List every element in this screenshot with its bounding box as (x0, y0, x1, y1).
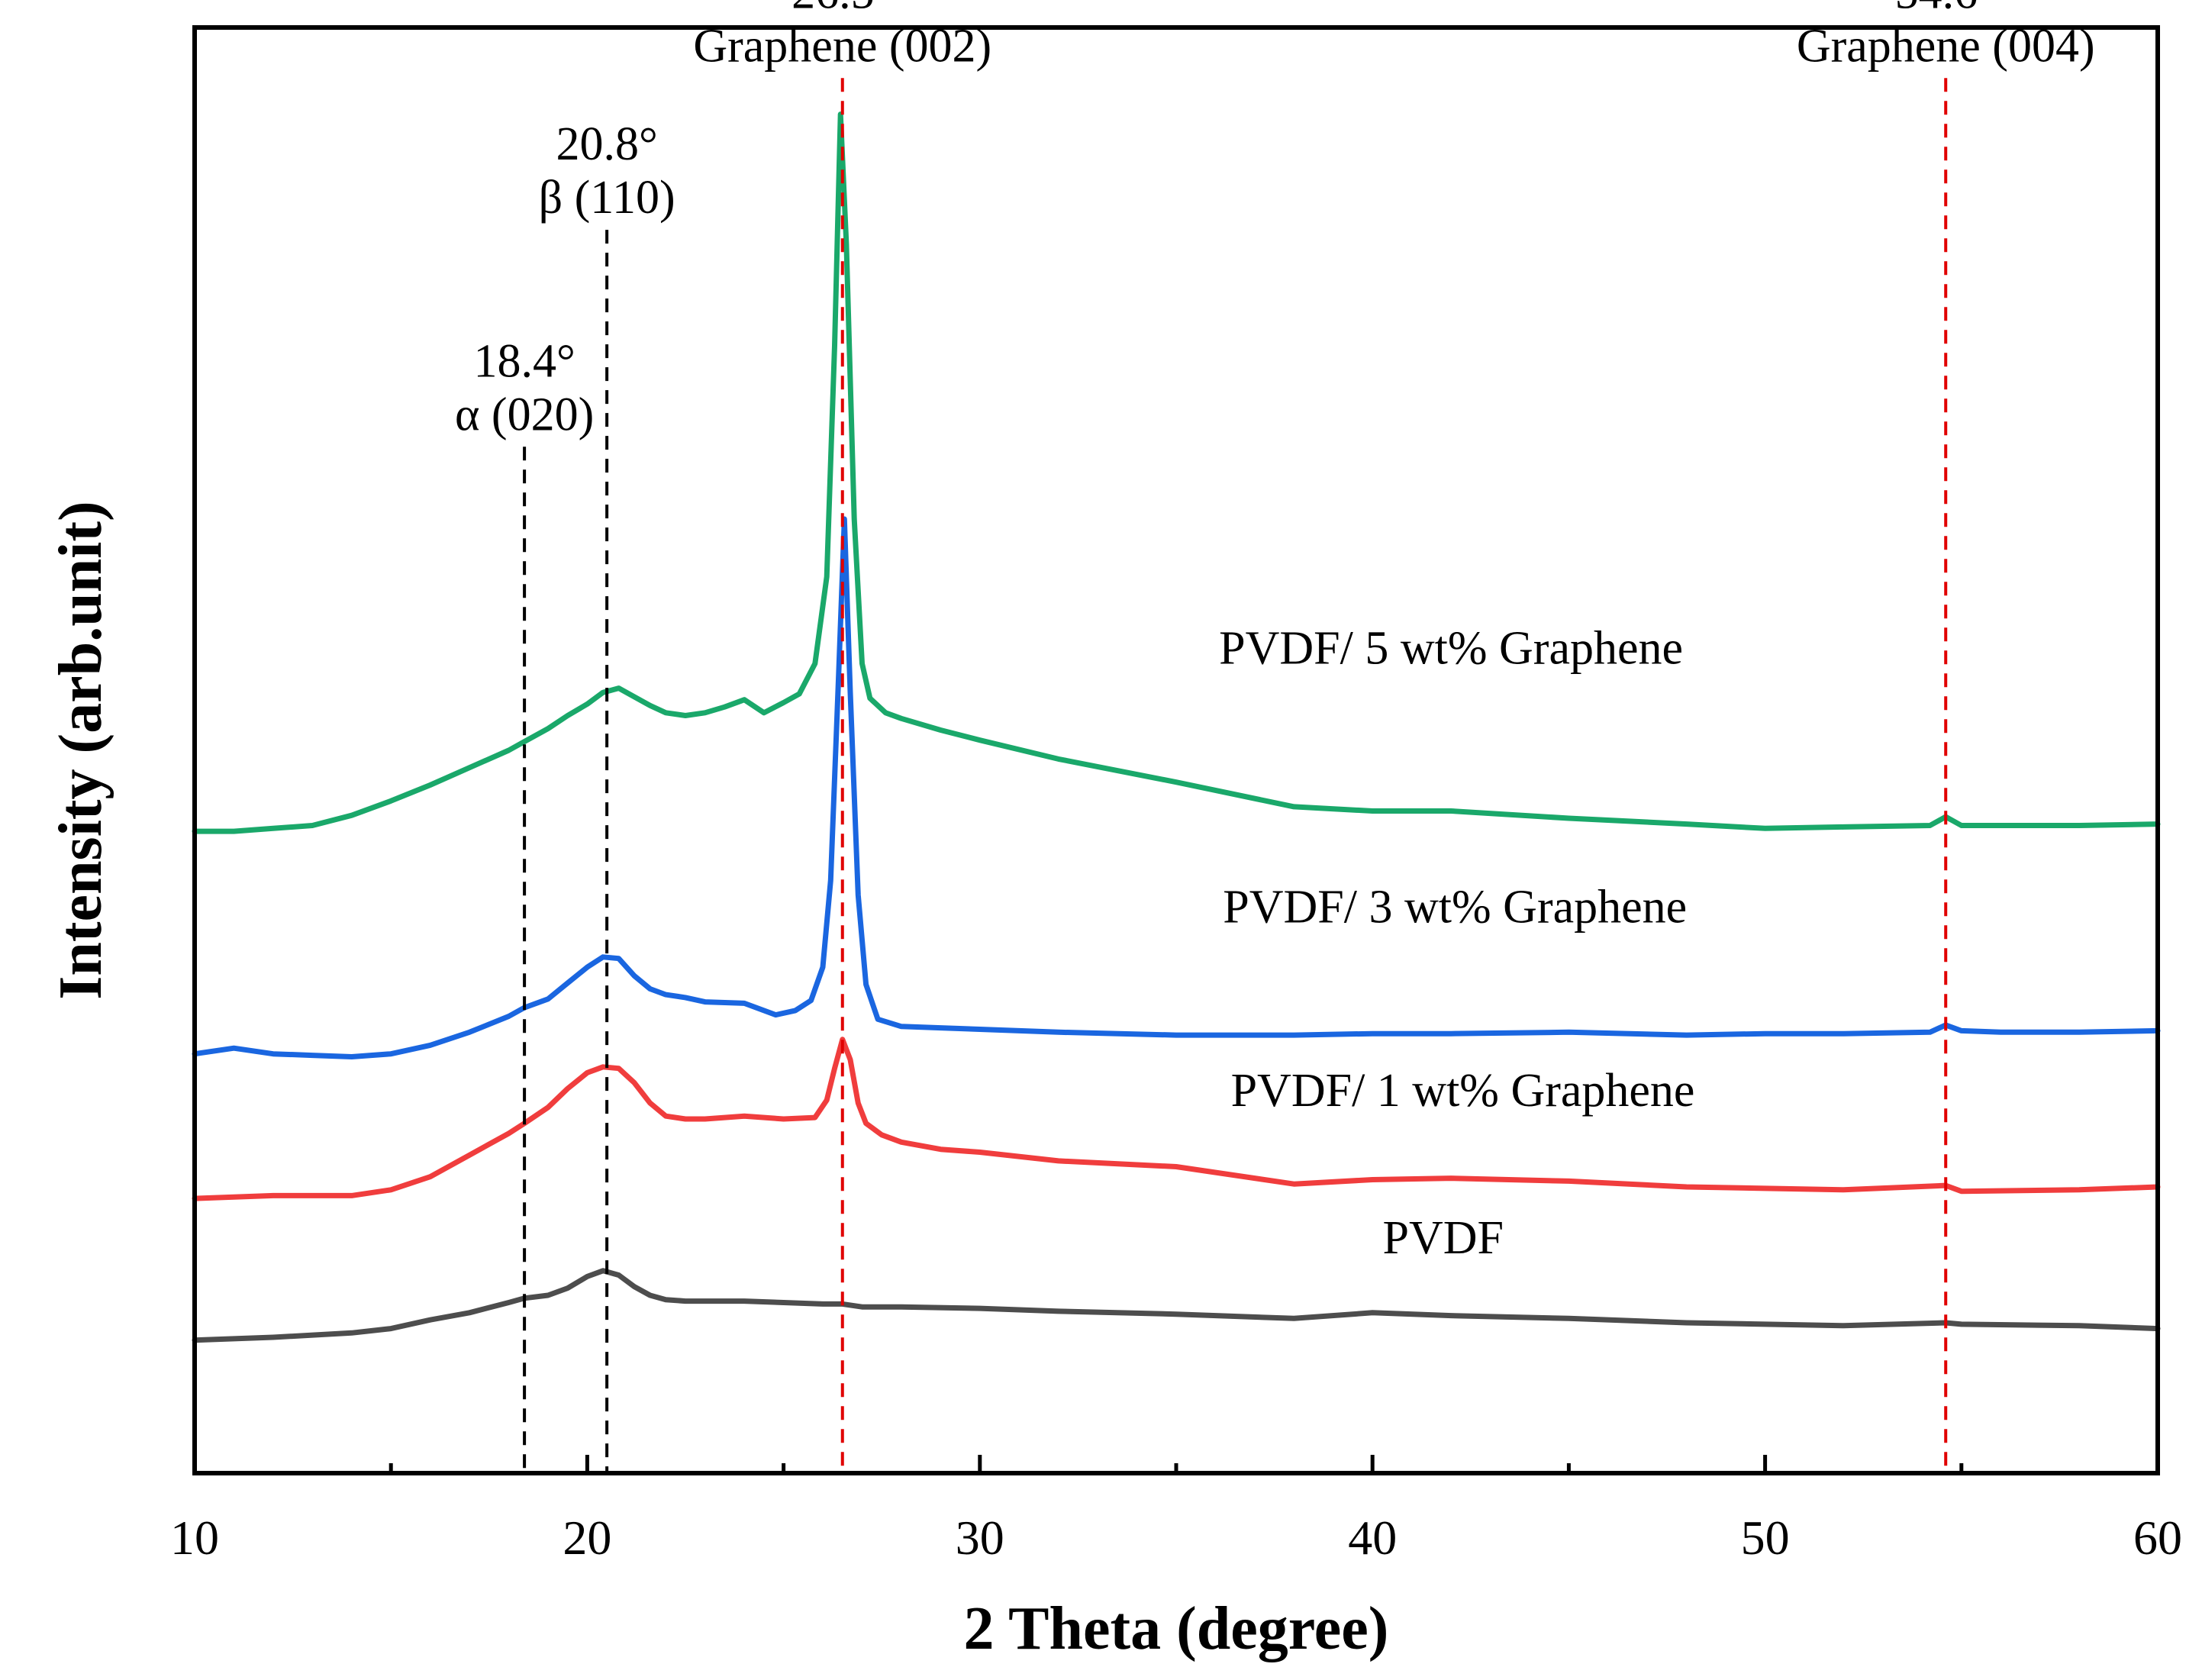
peak-plane-label: Graphene (002) (693, 20, 991, 72)
peak-annotations: α (020)18.4° β (110)20.8° Graphene (002) 26… (455, 0, 2095, 440)
peak-plane-label: Graphene (004) (1797, 20, 2095, 72)
x-tick-label: 40 (1348, 1511, 1397, 1565)
series-line-pvdf-3-wt-graphene (192, 516, 2161, 1059)
x-tick-label: 20 (563, 1511, 611, 1565)
series-label-pvdf-1-wt-graphene: PVDF/ 1 wt% Graphene (1231, 1065, 1695, 1117)
peak-angle-label: 20.8° (556, 118, 657, 170)
series-label-pvdf-5-wt-graphene: PVDF/ 5 wt% Graphene (1219, 622, 1683, 674)
peak-angle-label: 18.4° (473, 335, 575, 387)
peak-angle-label: 54.6° (1895, 0, 1997, 18)
peak-angle-label: 26.5° (791, 0, 893, 18)
series-label-pvdf-3-wt-graphene: PVDF/ 3 wt% Graphene (1223, 881, 1687, 933)
series-layer (192, 111, 2161, 1343)
x-tick-label: 30 (956, 1511, 1004, 1565)
x-axis-ticks: 10 20 30 40 50 60 (170, 1455, 2182, 1565)
x-axis-title: 2 Theta (degree) (964, 1595, 1389, 1662)
x-tick-label: 50 (1741, 1511, 1790, 1565)
series-labels: PVDF PVDF/ 1 wt% Graphene PVDF/ 3 wt% Grap… (1219, 622, 1694, 1264)
x-tick-label: 60 (2133, 1511, 2182, 1565)
x-tick-label: 10 (170, 1511, 219, 1565)
series-label-pvdf: PVDF (1383, 1212, 1504, 1264)
series-line-pvdf-5-wt-graphene (192, 111, 2161, 834)
reference-lines-layer (523, 78, 1948, 1473)
peak-plane-label: α (020) (455, 389, 594, 440)
series-line-pvdf (192, 1268, 2161, 1343)
series-line-pvdf-1-wt-graphene (192, 1037, 2161, 1201)
y-axis-title: Intensity (arb.unit) (47, 501, 114, 999)
plot-frame (192, 25, 2160, 1475)
peak-plane-label: β (110) (539, 172, 675, 224)
